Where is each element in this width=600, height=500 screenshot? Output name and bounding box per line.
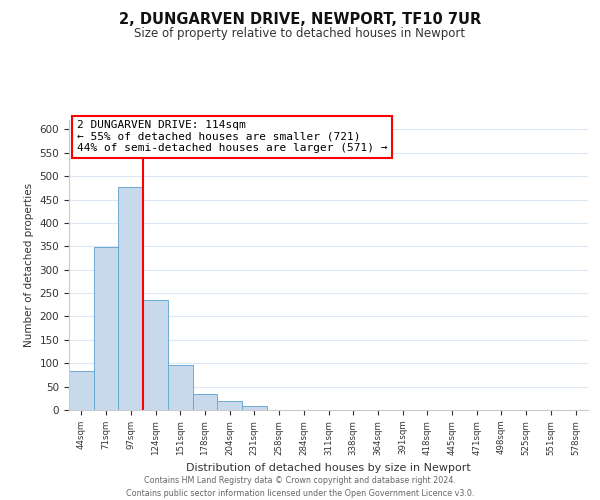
X-axis label: Distribution of detached houses by size in Newport: Distribution of detached houses by size … <box>186 463 471 473</box>
Bar <box>118 188 143 410</box>
Bar <box>217 401 242 410</box>
Bar <box>168 364 193 410</box>
Text: Contains HM Land Registry data © Crown copyright and database right 2024.
Contai: Contains HM Land Registry data © Crown c… <box>126 476 474 498</box>
Bar <box>193 394 217 410</box>
Y-axis label: Number of detached properties: Number of detached properties <box>24 183 34 347</box>
Bar <box>143 300 168 410</box>
Bar <box>69 371 94 410</box>
Bar <box>94 247 118 410</box>
Text: Size of property relative to detached houses in Newport: Size of property relative to detached ho… <box>134 28 466 40</box>
Text: 2 DUNGARVEN DRIVE: 114sqm
← 55% of detached houses are smaller (721)
44% of semi: 2 DUNGARVEN DRIVE: 114sqm ← 55% of detac… <box>77 120 387 153</box>
Bar <box>242 406 267 410</box>
Text: 2, DUNGARVEN DRIVE, NEWPORT, TF10 7UR: 2, DUNGARVEN DRIVE, NEWPORT, TF10 7UR <box>119 12 481 28</box>
